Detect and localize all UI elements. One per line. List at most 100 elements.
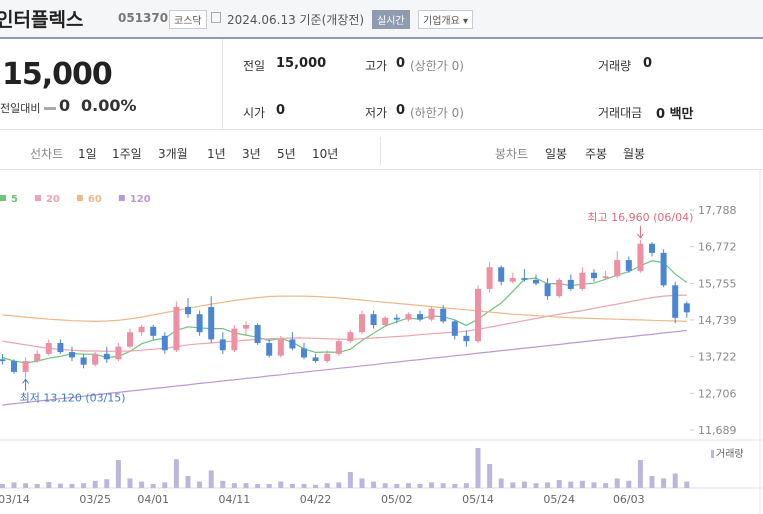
volume-bar xyxy=(452,484,458,488)
period-tab[interactable]: 3개월 xyxy=(158,147,188,161)
candle-body xyxy=(509,278,516,282)
divider xyxy=(222,39,223,129)
tab-label: 선차트 xyxy=(30,147,64,161)
candle-body xyxy=(34,353,41,362)
x-tick-label: 05/14 xyxy=(462,493,494,506)
volume-bar xyxy=(440,483,446,488)
x-tick-label: 06/03 xyxy=(613,493,645,506)
y-tick-label: 17,788 xyxy=(698,204,737,217)
volume-bar xyxy=(173,459,179,488)
volume-bar xyxy=(521,481,527,488)
volume-bar xyxy=(185,476,191,488)
realtime-button[interactable]: 실시간 xyxy=(372,10,410,29)
info-label: 전일 xyxy=(243,59,266,73)
candle-body xyxy=(57,343,64,353)
candle-body xyxy=(579,272,586,289)
volume-bar xyxy=(429,482,435,488)
volume-bar xyxy=(289,484,295,488)
info-value: 0 xyxy=(396,56,406,71)
candle-body xyxy=(359,314,365,333)
volume-bar xyxy=(220,480,226,488)
no-change-icon xyxy=(44,107,56,110)
change-percent: 0.00% xyxy=(81,96,137,115)
candle-body xyxy=(637,243,644,271)
volume-bar xyxy=(104,479,110,488)
period-tab[interactable]: 1일 xyxy=(78,147,97,161)
volume-bar xyxy=(556,480,562,488)
x-tick-label: 05/02 xyxy=(381,493,413,506)
moving-average-line xyxy=(2,294,687,352)
legend-label: 60 xyxy=(88,194,102,205)
candle-body xyxy=(567,279,574,289)
stock-code: 051370 xyxy=(118,11,169,25)
candle-body xyxy=(92,353,99,365)
company-info-button[interactable]: 기업개요 ▾ xyxy=(418,10,474,29)
volume-bar xyxy=(57,483,63,488)
volume-bar xyxy=(127,478,133,488)
candle-body xyxy=(324,353,331,362)
legend-swatch xyxy=(76,195,83,201)
volume-bar xyxy=(139,481,145,488)
period-tab[interactable]: 일봉 xyxy=(545,147,568,161)
candle-body xyxy=(451,321,458,336)
period-tab[interactable]: 월봉 xyxy=(623,147,646,161)
volume-bar xyxy=(208,470,214,488)
candle-body xyxy=(428,308,435,320)
info-value: 0 xyxy=(643,56,653,71)
candle-body xyxy=(463,335,470,342)
candle-body xyxy=(127,332,133,347)
period-tab[interactable]: 5년 xyxy=(277,147,296,161)
volume-bar xyxy=(92,480,98,488)
candle-body xyxy=(405,314,412,320)
candle-body xyxy=(683,303,690,313)
info-value: 0 백만 xyxy=(656,107,694,122)
candle-body xyxy=(219,339,226,351)
divider xyxy=(380,137,381,165)
volume-bar xyxy=(545,482,551,488)
volume-bar xyxy=(243,483,249,488)
volume-bar xyxy=(347,472,353,488)
x-tick-label: 03/25 xyxy=(79,493,111,506)
volume-bar xyxy=(649,476,655,488)
candle-body xyxy=(440,308,447,322)
info-value: 0 xyxy=(276,103,286,118)
period-tab[interactable]: 1년 xyxy=(207,147,226,161)
period-tab[interactable]: 주봉 xyxy=(585,147,608,161)
x-tick-label: 04/11 xyxy=(219,493,251,506)
period-tab[interactable]: 3년 xyxy=(242,147,261,161)
candle-body xyxy=(266,343,273,356)
candle-body xyxy=(301,348,307,358)
volume-bar xyxy=(301,484,307,488)
candle-body xyxy=(382,317,389,325)
period-tab[interactable]: 10년 xyxy=(312,147,339,161)
stock-name: 인터플렉스 xyxy=(0,9,84,31)
volume-bar xyxy=(637,460,643,488)
info-note: (상한가 0) xyxy=(410,59,464,73)
candle-body xyxy=(45,343,52,354)
moving-average-line xyxy=(2,260,688,364)
info-note: (하한가 0) xyxy=(410,106,464,120)
volume-bar xyxy=(162,482,168,488)
volume-bar xyxy=(69,484,75,488)
candle-body xyxy=(231,328,238,351)
candle-body xyxy=(475,288,481,342)
candle-body xyxy=(614,260,621,277)
volume-bar xyxy=(498,478,504,488)
volume-bar xyxy=(23,483,29,488)
info-label: 시가 xyxy=(243,106,266,120)
candle-body xyxy=(417,314,423,320)
volume-bar xyxy=(672,473,678,488)
volume-bar xyxy=(46,482,52,488)
period-tab[interactable]: 1주일 xyxy=(112,147,142,161)
moving-average-line xyxy=(2,329,687,406)
volume-bar xyxy=(278,481,284,488)
volume-bar xyxy=(661,478,667,488)
y-tick-label: 16,772 xyxy=(698,241,737,254)
low-annotation: 최저 13,120 (03/15) xyxy=(20,391,126,404)
volume-bar xyxy=(371,481,377,488)
x-tick-label: 04/01 xyxy=(137,493,169,506)
candle-body xyxy=(22,361,29,372)
candle-body xyxy=(150,326,157,336)
candle-body xyxy=(161,335,168,351)
